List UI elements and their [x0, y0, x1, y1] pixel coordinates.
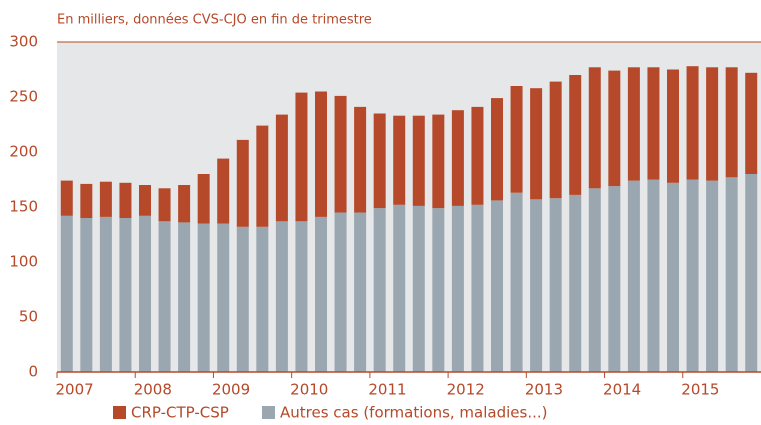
bar-segment	[569, 75, 582, 195]
chart-subtitle: En milliers, données CVS-CJO en fin de t…	[57, 13, 372, 28]
bar-segment	[471, 204, 484, 372]
x-tick-label: 2012	[447, 381, 485, 399]
bar-segment	[491, 98, 503, 201]
bar-segment	[158, 221, 171, 372]
bar-segment	[706, 180, 719, 372]
bar-segment	[725, 67, 738, 178]
bar-segment	[354, 106, 367, 213]
legend-label: Autres cas (formations, maladies...)	[280, 404, 547, 422]
bar-segment	[197, 174, 210, 224]
bar-segment	[295, 92, 308, 222]
bar-segment	[745, 72, 758, 174]
bar-segment	[549, 81, 562, 199]
bar-segment	[256, 226, 269, 372]
bar-segment	[275, 114, 288, 222]
bar-segment	[80, 218, 93, 372]
bar-segment	[315, 91, 327, 217]
bar-segment	[510, 86, 523, 193]
bar-segment	[334, 212, 347, 372]
bar-segment	[178, 185, 191, 223]
plot-background	[57, 42, 761, 372]
bar-segment	[627, 180, 640, 372]
bar-segment	[530, 88, 543, 200]
y-tick-label: 250	[9, 88, 38, 106]
bar-segment	[432, 114, 445, 209]
y-tick-label: 50	[19, 308, 38, 326]
bar-segment	[139, 215, 151, 372]
bar-segment	[178, 222, 191, 372]
bar-segment	[334, 95, 347, 213]
x-tick-label: 2014	[603, 381, 641, 399]
x-tick-label: 2010	[290, 381, 328, 399]
bar-segment	[60, 180, 73, 216]
bar-segment	[549, 198, 562, 372]
bar-segment	[412, 115, 425, 206]
bar-segment	[432, 208, 445, 372]
bar-segment	[745, 174, 758, 372]
bar-segment	[667, 69, 679, 183]
x-tick-label: 2008	[134, 381, 172, 399]
bar-segment	[99, 181, 112, 217]
bar-segment	[275, 221, 288, 372]
bar-segment	[451, 110, 464, 206]
bar-segment	[686, 179, 699, 372]
bar-segment	[706, 67, 719, 181]
legend-label: CRP-CTP-CSP	[131, 404, 229, 422]
x-tick-label: 2015	[681, 381, 719, 399]
bar-segment	[217, 223, 230, 372]
y-tick-label: 150	[9, 198, 38, 216]
bar-segment	[608, 186, 621, 372]
bar-segment	[627, 67, 640, 181]
bar-segment	[295, 221, 308, 372]
bar-segment	[393, 204, 406, 372]
x-tick-label: 2009	[212, 381, 250, 399]
bar-segment	[99, 216, 112, 372]
y-tick-label: 200	[9, 143, 38, 161]
bar-segment	[647, 179, 660, 372]
y-tick-label: 300	[9, 33, 38, 51]
bar-segment	[119, 218, 132, 372]
bar-segment	[236, 139, 249, 227]
bar-segment	[236, 226, 249, 372]
bar-segment	[139, 185, 151, 216]
bar-segment	[667, 182, 679, 372]
bar-segment	[569, 194, 582, 372]
bar-segment	[491, 200, 503, 372]
legend-swatch	[113, 406, 126, 419]
x-tick-label: 2007	[56, 381, 94, 399]
bar-segment	[725, 177, 738, 372]
bar-segment	[588, 67, 601, 189]
bar-segment	[471, 106, 484, 205]
bar-segment	[608, 70, 621, 187]
bar-segment	[354, 212, 367, 372]
bar-segment	[510, 192, 523, 372]
bar-segment	[588, 188, 601, 372]
bar-segment	[80, 183, 93, 218]
bar-segment	[393, 115, 406, 205]
bar-segment	[373, 208, 386, 372]
bar-segment	[451, 205, 464, 372]
bar-segment	[315, 216, 327, 372]
legend-swatch	[262, 406, 275, 419]
x-tick-label: 2011	[368, 381, 406, 399]
bar-segment	[530, 199, 543, 372]
y-tick-label: 0	[28, 363, 38, 381]
bar-segment	[647, 67, 660, 180]
bar-segment	[686, 66, 699, 180]
y-tick-label: 100	[9, 253, 38, 271]
bar-segment	[119, 182, 132, 218]
bar-segment	[197, 223, 210, 372]
bar-segment	[217, 158, 230, 224]
bar-segment	[256, 125, 269, 227]
bar-segment	[60, 215, 73, 372]
x-tick-label: 2013	[525, 381, 563, 399]
bar-segment	[373, 113, 386, 209]
bar-segment	[412, 205, 425, 372]
bar-segment	[158, 188, 171, 222]
